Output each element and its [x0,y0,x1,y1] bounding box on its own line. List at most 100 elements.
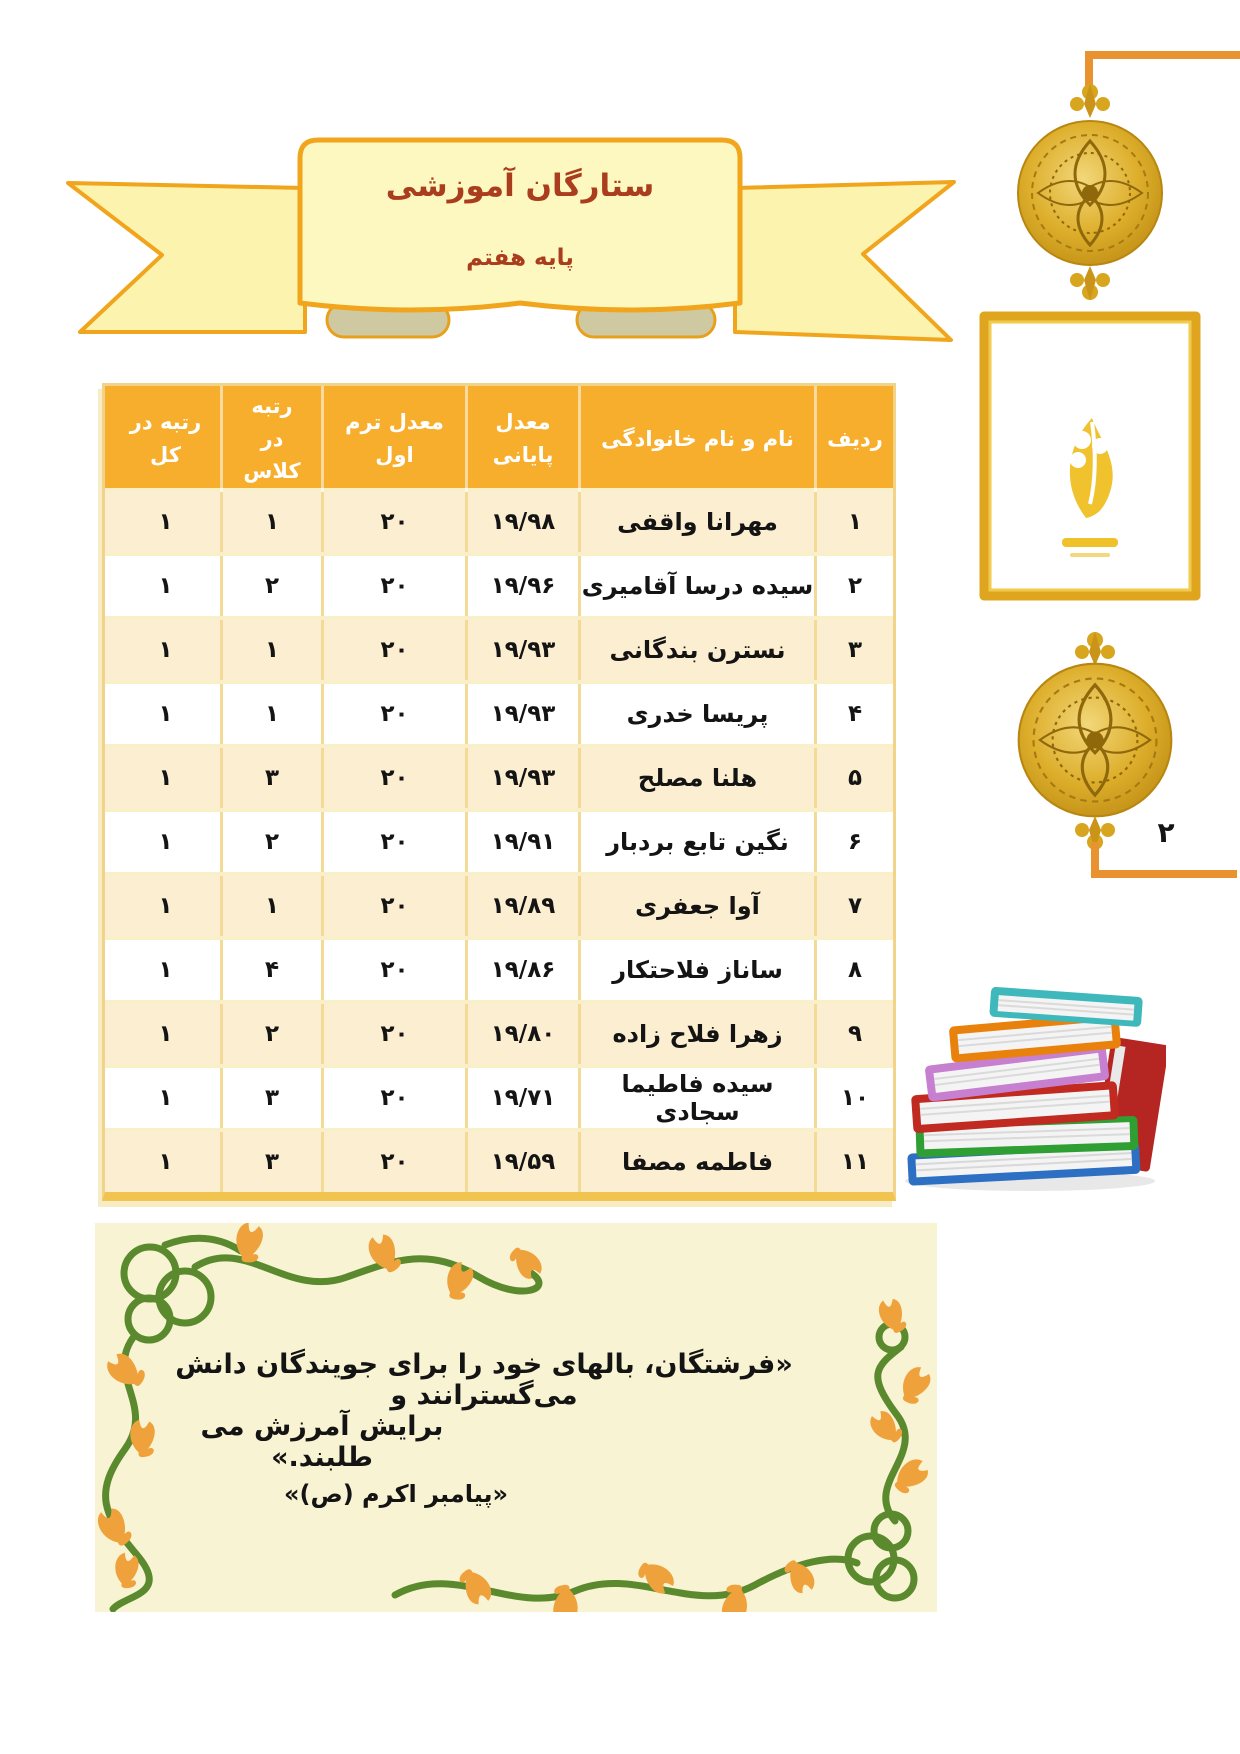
cell-overall-rank: ۱ [111,492,223,552]
cell-overall-rank: ۱ [111,1132,223,1192]
cell-overall-rank: ۱ [111,876,223,936]
cell-term1-avg: ۲۰ [324,1004,468,1064]
banner-subtitle: پایه هفتم [466,245,574,271]
cell-term1-avg: ۲۰ [324,876,468,936]
cell-term1-avg: ۲۰ [324,684,468,744]
table-body: ۱ مهرانا واقفی ۱۹/۹۸ ۲۰ ۱ ۱ ۲ سیده درسا … [105,488,893,1192]
vine-border-decoration [95,1223,937,1612]
cell-class-rank: ۱ [223,492,324,552]
cell-class-rank: ۲ [223,1004,324,1064]
table-row: ۳ نسترن بندگانی ۱۹/۹۳ ۲۰ ۱ ۱ [105,616,893,680]
cell-student-name: سیده درسا آقامیری [581,556,817,616]
results-table: ردیف نام و نام خانوادگی معدل پایانی معدل… [102,383,896,1201]
cell-term1-avg: ۲۰ [324,1068,468,1128]
quote-text-line1: «فرشتگان، بالهای خود را برای جویندگان دا… [175,1349,793,1411]
cell-class-rank: ۱ [223,876,324,936]
cell-final-avg: ۱۹/۹۱ [468,812,581,872]
column-header-index: ردیف [827,426,883,451]
cell-term1-avg: ۲۰ [324,940,468,1000]
book-teal [989,986,1143,1027]
cell-index: ۳ [847,637,863,663]
column-header-final-avg: معدل پایانی [468,386,581,492]
top-corner-line [1085,51,1240,59]
cell-final-avg: ۱۹/۸۹ [468,876,581,936]
table-row: ۶ نگین تابع بردبار ۱۹/۹۱ ۲۰ ۲ ۱ [105,808,893,872]
cell-overall-rank: ۱ [111,748,223,808]
page-number: ۲ [1157,816,1175,849]
cell-term1-avg: ۲۰ [324,812,468,872]
cell-student-name: سیده فاطیما سجادی [581,1068,817,1128]
cell-term1-avg: ۲۰ [324,556,468,616]
cell-student-name: زهرا فلاح زاده [581,1004,817,1064]
cell-overall-rank: ۱ [111,1068,223,1128]
cell-student-name: آوا جعفری [581,876,817,936]
quote-box: «فرشتگان، بالهای خود را برای جویندگان دا… [95,1223,937,1612]
cell-overall-rank: ۱ [111,684,223,744]
table-row: ۵ هلنا مصلح ۱۹/۹۳ ۲۰ ۳ ۱ [105,744,893,808]
table-row: ۴ پریسا خدری ۱۹/۹۳ ۲۰ ۱ ۱ [105,680,893,744]
cell-final-avg: ۱۹/۵۹ [468,1132,581,1192]
cell-student-name: مهرانا واقفی [581,492,817,552]
table-row: ۱ مهرانا واقفی ۱۹/۹۸ ۲۰ ۱ ۱ [105,488,893,552]
column-header-overall-rank: رتبه در کل [111,386,223,492]
book-pink [925,1044,1109,1102]
banner-ribbon [66,137,956,342]
ribbon-tail-left [66,181,307,334]
cell-final-avg: ۱۹/۹۳ [468,620,581,680]
quote-text-line2: برایش آمرزش می طلبند.» [200,1411,444,1473]
cell-student-name: نگین تابع بردبار [581,812,817,872]
cell-class-rank: ۳ [223,1068,324,1128]
cell-final-avg: ۱۹/۸۰ [468,1004,581,1064]
cell-student-name: هلنا مصلح [581,748,817,808]
cell-class-rank: ۴ [223,940,324,1000]
cell-index: ۲ [847,573,863,599]
cell-overall-rank: ۱ [111,1004,223,1064]
cell-index: ۸ [847,957,863,983]
table-row: ۱۱ فاطمه مصفا ۱۹/۵۹ ۲۰ ۳ ۱ [105,1128,893,1192]
table-row: ۷ آوا جعفری ۱۹/۸۹ ۲۰ ۱ ۱ [105,872,893,936]
cell-index: ۹ [847,1021,863,1047]
cell-index: ۷ [847,893,863,919]
cell-final-avg: ۱۹/۷۱ [468,1068,581,1128]
cell-class-rank: ۲ [223,556,324,616]
cell-student-name: پریسا خدری [581,684,817,744]
quote-attribution: «پیامبر اکرم (ص)» [283,1480,509,1508]
cell-term1-avg: ۲۰ [324,748,468,808]
cell-overall-rank: ۱ [111,556,223,616]
logo-caption-mark [1062,538,1118,557]
cell-index: ۱ [847,509,863,535]
bottom-corner-line-drop [1091,842,1099,878]
column-header-name: نام و نام خانوادگی [581,386,817,492]
cell-index: ۵ [847,765,863,791]
bottom-corner-line [1091,870,1237,878]
cell-final-avg: ۱۹/۹۸ [468,492,581,552]
book-orange [949,1012,1121,1063]
ribbon-center-box [297,137,743,313]
column-header-class-rank: رتبه در کلاس [223,386,324,492]
gold-frame-inner [988,320,1192,592]
gold-ornament-column [979,51,1240,878]
cell-student-name: ساناز فلاحتکار [581,940,817,1000]
cell-class-rank: ۳ [223,1132,324,1192]
cell-term1-avg: ۲۰ [324,1132,468,1192]
table-row: ۹ زهرا فلاح زاده ۱۹/۸۰ ۲۰ ۲ ۱ [105,1000,893,1064]
cell-term1-avg: ۲۰ [324,620,468,680]
cell-index: ۴ [847,701,863,727]
cell-overall-rank: ۱ [111,940,223,1000]
cell-class-rank: ۱ [223,620,324,680]
column-header-term1-avg: معدل ترم اول [324,386,468,492]
cell-term1-avg: ۲۰ [324,492,468,552]
cell-final-avg: ۱۹/۹۶ [468,556,581,616]
cell-final-avg: ۱۹/۹۳ [468,748,581,808]
school-logo [1069,418,1113,518]
cell-overall-rank: ۱ [111,620,223,680]
cell-index: ۱۰ [840,1085,870,1111]
table-row: ۱۰ سیده فاطیما سجادی ۱۹/۷۱ ۲۰ ۳ ۱ [105,1064,893,1128]
top-corner-line-drop [1085,51,1093,93]
cell-class-rank: ۲ [223,812,324,872]
cell-student-name: نسترن بندگانی [581,620,817,680]
cell-class-rank: ۳ [223,748,324,808]
table-row: ۸ ساناز فلاحتکار ۱۹/۸۶ ۲۰ ۴ ۱ [105,936,893,1000]
cell-overall-rank: ۱ [111,812,223,872]
